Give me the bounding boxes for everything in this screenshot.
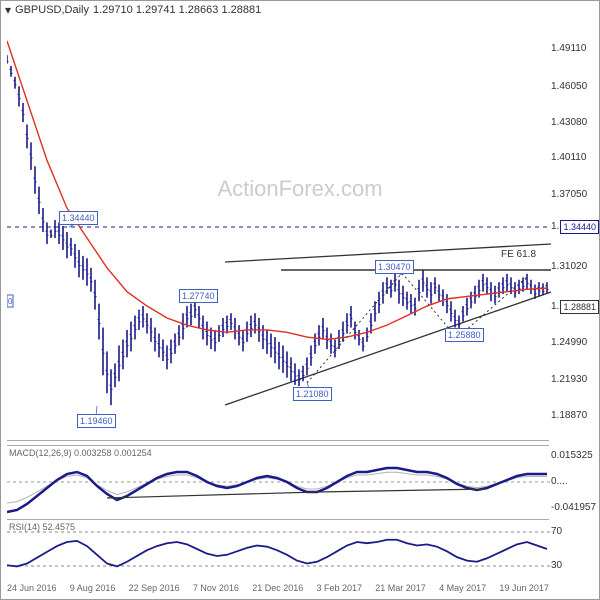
price-y-tick: 1.43080: [551, 117, 597, 128]
price-tag: 1.21080: [293, 387, 332, 401]
last-price: 1.28881: [560, 300, 599, 314]
macd-chart: [7, 446, 551, 518]
rsi-chart: [7, 520, 551, 578]
x-tick: 22 Sep 2016: [129, 583, 180, 597]
macd-y-tick: 0.015325: [551, 450, 597, 461]
ref-price: 1.34440: [560, 220, 599, 234]
price-y-tick: 1.40110: [551, 152, 597, 163]
expand-icon[interactable]: ▾: [5, 3, 11, 17]
x-tick: 9 Aug 2016: [70, 583, 116, 597]
price-chart: 0: [7, 17, 551, 441]
rsi-y-tick: 70: [551, 526, 597, 537]
price-y-tick: 1.21930: [551, 374, 597, 385]
price-tag: 1.30470: [375, 260, 414, 274]
x-tick: 3 Feb 2017: [316, 583, 362, 597]
rsi-panel[interactable]: RSI(14) 52.4575: [7, 519, 549, 577]
x-tick: 24 Jun 2016: [7, 583, 57, 597]
x-tick: 19 Jun 2017: [499, 583, 549, 597]
x-axis: 24 Jun 2016 9 Aug 2016 22 Sep 2016 7 Nov 20…: [7, 583, 549, 597]
rsi-y-tick: 30: [551, 560, 597, 571]
price-panel[interactable]: 0 1.34440 1.27740 1.19460 1.21080 1.30470 1.2…: [7, 17, 549, 441]
x-tick: 7 Nov 2016: [193, 583, 239, 597]
price-tag: 1.19460: [77, 414, 116, 428]
svg-text:0: 0: [8, 297, 13, 306]
price-y-tick: 1.31020: [551, 261, 597, 272]
x-tick: 21 Mar 2017: [375, 583, 426, 597]
macd-panel[interactable]: MACD(12,26,9) 0.003258 0.001254: [7, 445, 549, 517]
price-tag: 1.34440: [59, 211, 98, 225]
chart-header: ▾ GBPUSD,Daily 1.29710 1.29741 1.28663 1…: [5, 3, 261, 17]
price-y-tick: 1.49110: [551, 43, 597, 54]
price-tag: 1.27740: [179, 289, 218, 303]
price-y-tick: 1.37050: [551, 189, 597, 200]
price-tag: 1.25880: [445, 328, 484, 342]
macd-y-tick: 0....: [551, 476, 597, 487]
price-y-tick: 1.46050: [551, 81, 597, 92]
macd-y-tick: -0.041957: [551, 502, 597, 513]
price-y-tick: 1.24990: [551, 337, 597, 348]
price-y-tick: 1.18870: [551, 410, 597, 421]
x-tick: 4 May 2017: [439, 583, 486, 597]
symbol-title: GBPUSD,Daily: [15, 4, 89, 16]
fib-extension-label: FE 61.8: [501, 249, 536, 260]
ohlc-values: 1.29710 1.29741 1.28663 1.28881: [93, 4, 261, 16]
x-tick: 21 Dec 2016: [252, 583, 303, 597]
